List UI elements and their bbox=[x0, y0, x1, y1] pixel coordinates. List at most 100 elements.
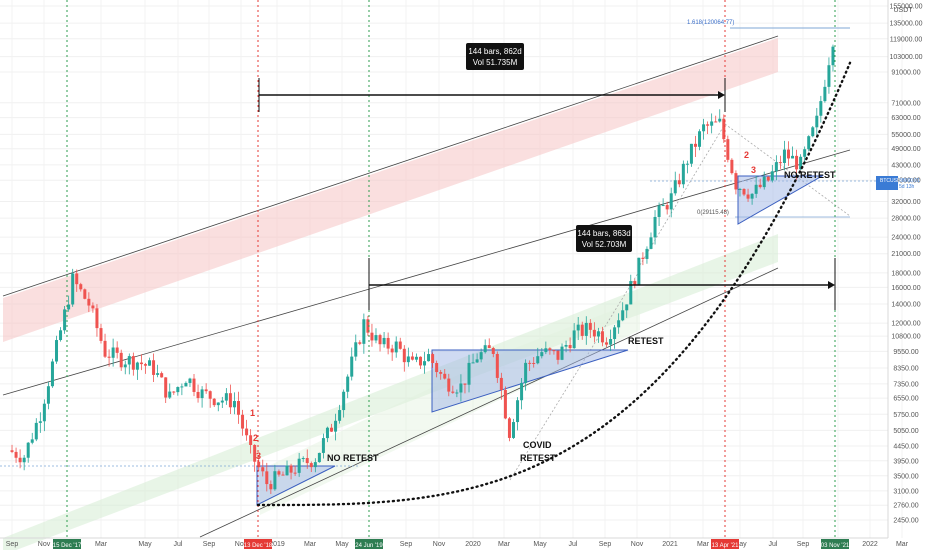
candle-body bbox=[83, 289, 87, 299]
price-tag-countdown: 5d 13h bbox=[899, 184, 915, 190]
x-tick-label: Mar bbox=[304, 541, 317, 548]
candle-body bbox=[398, 341, 402, 349]
candle-body bbox=[754, 184, 758, 194]
candle-body bbox=[576, 324, 580, 331]
candle-body bbox=[750, 193, 754, 199]
candle-body bbox=[742, 188, 746, 195]
candle-body bbox=[50, 361, 54, 387]
candle-body bbox=[330, 427, 334, 432]
candle-body bbox=[758, 184, 762, 188]
candle-body bbox=[208, 391, 212, 399]
overlays bbox=[66, 0, 852, 538]
retest-label: RETEST bbox=[628, 336, 664, 346]
candle-body bbox=[46, 386, 50, 404]
x-tick-label: Sep bbox=[400, 541, 413, 548]
candle-body bbox=[507, 418, 511, 438]
candle-body bbox=[633, 281, 637, 286]
candle-body bbox=[55, 340, 59, 362]
wave-3-2018: 3 bbox=[256, 451, 261, 461]
candle-body bbox=[661, 205, 665, 207]
candle-body bbox=[588, 322, 592, 330]
candle-body bbox=[277, 471, 281, 475]
candle-body bbox=[811, 127, 815, 137]
candle-body bbox=[475, 359, 479, 363]
candle-body bbox=[665, 205, 669, 210]
candle-body bbox=[204, 389, 208, 392]
labels: 144 bars, 862d Vol 51.735M 144 bars, 863d V… bbox=[250, 20, 836, 463]
candle-body bbox=[119, 352, 123, 368]
wave-1-2018: 1 bbox=[250, 408, 255, 418]
candle-body bbox=[621, 310, 625, 321]
candle-body bbox=[228, 393, 232, 408]
candle-body bbox=[164, 377, 168, 398]
triangle-2019 bbox=[256, 465, 336, 506]
y-tick-label: 16000.00 bbox=[891, 285, 920, 292]
y-tick-label: 3500.00 bbox=[893, 473, 918, 480]
candle-body bbox=[111, 347, 115, 358]
candle-body bbox=[552, 350, 556, 352]
candle-body bbox=[342, 391, 346, 411]
candle-body bbox=[370, 332, 374, 341]
measure-2-vol: Vol 52.703M bbox=[582, 240, 627, 249]
y-tick-label: 103000.00 bbox=[889, 54, 922, 61]
candle-body bbox=[625, 304, 629, 311]
candle-body bbox=[629, 281, 633, 305]
candle-body bbox=[431, 354, 435, 363]
candle-body bbox=[418, 356, 422, 366]
date-marker-label: 13 Dec '18 bbox=[244, 543, 273, 549]
no-retest-2019: NO RETEST bbox=[327, 453, 379, 463]
y-tick-label: 28000.00 bbox=[891, 216, 920, 223]
x-tick-label: Nov bbox=[235, 541, 248, 548]
candle-body bbox=[669, 193, 673, 210]
currency-label: USDT bbox=[893, 7, 913, 14]
candle-body bbox=[791, 155, 795, 159]
candle-body bbox=[224, 393, 228, 401]
candle-body bbox=[216, 402, 220, 406]
candle-body bbox=[827, 65, 831, 87]
candle-body bbox=[362, 319, 366, 344]
candle-body bbox=[596, 331, 600, 337]
x-tick-label: 2019 bbox=[269, 541, 285, 548]
y-tick-label: 38000.00 bbox=[891, 178, 920, 185]
parabolic-curve bbox=[256, 61, 852, 507]
candle-body bbox=[503, 389, 507, 419]
y-tick-label: 3100.00 bbox=[893, 488, 918, 495]
channel-middle bbox=[2, 149, 851, 396]
candle-body bbox=[548, 348, 552, 351]
measure-2-bars: 144 bars, 863d bbox=[577, 229, 630, 238]
y-tick-label: 24000.00 bbox=[891, 235, 920, 242]
candle-body bbox=[455, 392, 459, 394]
candle-body bbox=[726, 139, 730, 160]
candle-body bbox=[439, 372, 443, 374]
candle-body bbox=[220, 400, 224, 403]
candle-body bbox=[59, 330, 63, 341]
candle-body bbox=[572, 330, 576, 349]
y-tick-label: 49000.00 bbox=[891, 146, 920, 153]
candle-body bbox=[499, 377, 503, 390]
candle-body bbox=[718, 118, 722, 122]
date-marker-label: 03 Nov '21 bbox=[821, 543, 850, 549]
candle-body bbox=[10, 450, 14, 452]
candle-body bbox=[350, 356, 354, 377]
candle-body bbox=[799, 156, 803, 170]
candle-body bbox=[135, 362, 139, 370]
candle-body bbox=[236, 401, 240, 415]
candle-body bbox=[285, 465, 289, 476]
candle-body bbox=[34, 422, 38, 440]
y-tick-label: 5050.00 bbox=[893, 428, 918, 435]
candle-body bbox=[168, 391, 172, 398]
candle-body bbox=[75, 273, 79, 285]
candle-body bbox=[200, 389, 204, 399]
x-tick-label: May bbox=[533, 541, 547, 548]
candle-body bbox=[265, 471, 269, 485]
candle-body bbox=[693, 143, 697, 147]
candle-body bbox=[459, 383, 463, 393]
candle-body bbox=[91, 305, 95, 309]
candle-body bbox=[180, 386, 184, 388]
candle-body bbox=[746, 194, 750, 199]
candle-body bbox=[38, 421, 42, 423]
channel-upper bbox=[2, 35, 779, 297]
candle-body bbox=[766, 176, 770, 181]
candle-body bbox=[301, 458, 305, 460]
